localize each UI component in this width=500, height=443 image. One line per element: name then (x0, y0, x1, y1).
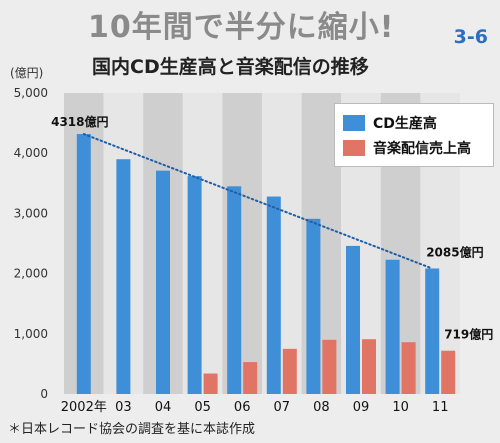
x-tick-label: 2002年 (61, 400, 107, 415)
x-tick-label: 05 (194, 400, 211, 415)
y-tick-label: 1,000 (14, 327, 48, 341)
source-note: ＊日本レコード協会の調査を基に本誌作成 (8, 422, 256, 437)
headline-text: 10年間で半分に縮小! (88, 10, 395, 45)
y-tick-label: 0 (40, 387, 48, 401)
x-tick-label: 07 (274, 400, 291, 415)
trend-line (82, 133, 434, 270)
x-axis-ticks: 2002年 03 04 05 06 07 08 09 10 11 (61, 400, 449, 415)
data-label: 2085億円 (426, 244, 483, 259)
data-label: 719億円 (444, 327, 493, 342)
chart-title: 国内CD生産高と音楽配信の推移 (92, 56, 369, 78)
bar-music-distribution (322, 339, 337, 394)
x-tick-label: 09 (353, 400, 370, 415)
legend: CD生産高 音楽配信売上高 (334, 103, 494, 167)
y-tick-label: 3,000 (14, 206, 48, 220)
bar-music-distribution (203, 373, 218, 394)
annotations: 4318億円 2085億円 719億円 (51, 114, 493, 342)
bar-cd (227, 186, 242, 394)
bar-music-distribution (441, 350, 456, 394)
x-tick-label: 08 (313, 400, 330, 415)
x-tick-label: 11 (432, 400, 449, 415)
bar-music-distribution (362, 339, 376, 394)
legend-swatch-cd (343, 114, 365, 131)
bar-cd (266, 196, 281, 394)
legend-item-cd: CD生産高 (343, 110, 485, 135)
legend-swatch-music (343, 139, 365, 156)
bar-cd (187, 176, 202, 394)
x-tick-label: 03 (115, 400, 132, 415)
y-tick-label: 5,000 (14, 86, 48, 100)
y-axis-ticks: 5,000 4,000 3,000 2,000 1,000 0 (14, 86, 48, 401)
figure-number: 3-6 (453, 26, 488, 48)
bar-music-distribution (401, 342, 416, 394)
legend-label-cd: CD生産高 (373, 115, 437, 132)
bar-cd (116, 159, 131, 394)
x-tick-label: 04 (155, 400, 172, 415)
x-tick-label: 10 (392, 400, 409, 415)
bar-music-distribution (282, 348, 297, 394)
bar-cd (346, 245, 360, 394)
y-tick-label: 2,000 (14, 267, 48, 281)
data-label: 4318億円 (51, 114, 108, 129)
bar-cd (76, 134, 91, 394)
y-tick-label: 4,000 (14, 146, 48, 160)
legend-label-music: 音楽配信売上高 (373, 140, 471, 157)
headline-banner: 10年間で半分に縮小! 3-6 (0, 0, 500, 48)
bar-music-distribution (243, 362, 258, 394)
trend-line-group (82, 133, 434, 270)
legend-item-music: 音楽配信売上高 (343, 135, 485, 160)
bar-cd (306, 218, 321, 394)
x-tick-label: 06 (234, 400, 251, 415)
y-axis-unit-label: (億円) (10, 66, 44, 80)
bar-cd (156, 170, 170, 394)
bar-cd (385, 259, 400, 394)
bar-cd (425, 268, 440, 394)
bars (76, 134, 456, 394)
